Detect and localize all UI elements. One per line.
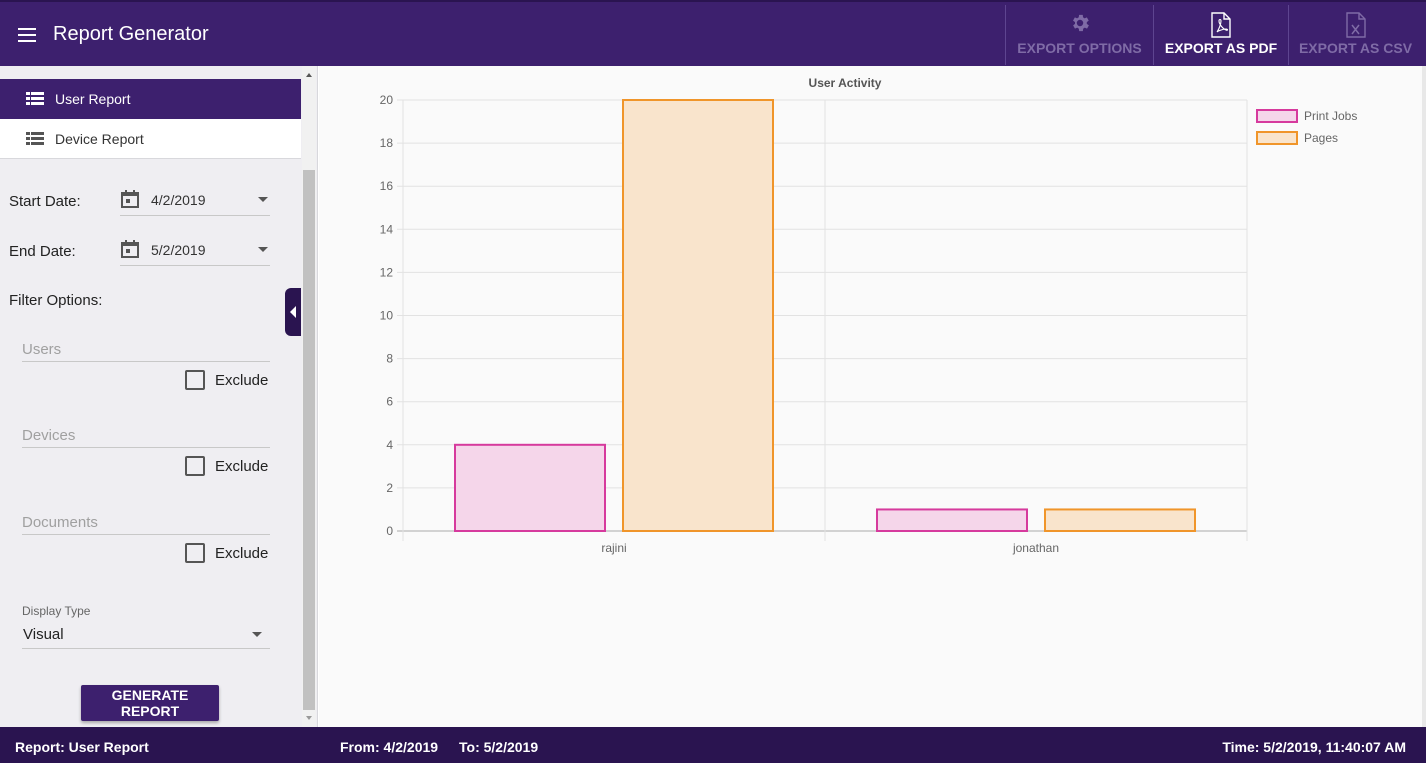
chart-title: User Activity (809, 76, 882, 90)
end-date-picker[interactable]: 5/2/2019 (120, 232, 270, 266)
bar-print-jobs (454, 443, 606, 532)
footer-time: Time: 5/2/2019, 11:40:07 AM (1222, 739, 1406, 755)
legend-swatch (1256, 131, 1298, 145)
checkbox-box[interactable] (185, 370, 205, 390)
chevron-down-icon (252, 632, 262, 637)
export-pdf-label: EXPORT AS PDF (1164, 40, 1278, 56)
y-tick-label: 14 (380, 222, 394, 236)
scrollbar-thumb[interactable] (303, 170, 315, 710)
export-csv-label: EXPORT AS CSV (1298, 40, 1413, 56)
chart-panel: User Activity 0 2 4 6 8 10 12 14 16 18 20 rajini jona… (319, 66, 1422, 727)
export-options-label: EXPORT OPTIONS (1017, 40, 1142, 56)
menu-icon[interactable] (12, 20, 42, 50)
excel-file-icon (1345, 12, 1367, 43)
exclude-label: Exclude (215, 372, 269, 389)
app-title: Report Generator (53, 23, 209, 45)
legend-swatch (1256, 109, 1298, 123)
display-type-select[interactable]: Visual (22, 620, 270, 649)
export-options-button[interactable]: EXPORT OPTIONS (1005, 5, 1153, 65)
scroll-down-arrow[interactable] (302, 711, 316, 725)
legend-label: Pages (1304, 131, 1338, 145)
exclude-label: Exclude (215, 458, 269, 475)
status-bar: Report: User Report From: 4/2/2019 To: 5… (0, 727, 1426, 763)
y-tick-label: 2 (386, 481, 393, 495)
user-activity-chart: User Activity 0 2 4 6 8 10 12 14 16 18 20 rajini jona… (380, 76, 1358, 555)
y-tick-label: 12 (380, 265, 394, 279)
y-tick-label: 10 (380, 309, 394, 323)
devices-filter-input[interactable] (22, 416, 270, 448)
chevron-down-icon (258, 197, 268, 202)
nav-label: User Report (55, 91, 131, 107)
x-tick-label: jonathan (1012, 541, 1059, 555)
start-date-label: Start Date: (9, 193, 81, 210)
y-tick-label: 16 (380, 179, 394, 193)
list-icon (26, 92, 44, 106)
display-type-value: Visual (23, 626, 64, 643)
bar-print-jobs (876, 508, 1028, 533)
users-exclude-checkbox[interactable]: Exclude (185, 370, 285, 392)
checkbox-box[interactable] (185, 456, 205, 476)
sidebar: User Report Device Report Start Date: 4/… (0, 66, 318, 727)
footer-to: To: 5/2/2019 (459, 739, 539, 755)
app-header: Report Generator EXPORT OPTIONS EXPORT A… (0, 0, 1426, 66)
filter-options-label: Filter Options: (9, 292, 103, 309)
start-date-value: 4/2/2019 (151, 192, 206, 208)
end-date-label: End Date: (9, 243, 76, 260)
chevron-down-icon (258, 247, 268, 252)
nav-item-user-report[interactable]: User Report (0, 79, 301, 119)
main-scrollbar[interactable] (1422, 66, 1426, 727)
export-pdf-button[interactable]: EXPORT AS PDF (1153, 5, 1288, 65)
scroll-up-arrow[interactable] (302, 68, 316, 82)
y-tick-label: 4 (386, 438, 393, 452)
list-icon (26, 132, 44, 146)
collapse-sidebar-button[interactable] (285, 288, 301, 336)
start-date-picker[interactable]: 4/2/2019 (120, 182, 270, 216)
documents-exclude-checkbox[interactable]: Exclude (185, 543, 285, 565)
calendar-icon (120, 239, 140, 264)
calendar-icon (120, 189, 140, 214)
chevron-left-icon (290, 306, 296, 318)
end-date-value: 5/2/2019 (151, 242, 206, 258)
devices-exclude-checkbox[interactable]: Exclude (185, 456, 285, 478)
gear-icon (1069, 12, 1091, 39)
pdf-file-icon (1210, 12, 1232, 43)
nav-item-device-report[interactable]: Device Report (0, 119, 301, 159)
checkbox-box[interactable] (185, 543, 205, 563)
users-filter-input[interactable] (22, 330, 270, 362)
generate-report-button[interactable]: GENERATE REPORT (81, 685, 219, 721)
legend-label: Print Jobs (1304, 109, 1357, 123)
footer-from: From: 4/2/2019 (340, 739, 439, 755)
export-csv-button[interactable]: EXPORT AS CSV (1288, 5, 1422, 65)
footer-report: Report: User Report (15, 739, 149, 755)
bar-pages (622, 99, 774, 532)
y-tick-label: 18 (380, 136, 394, 150)
documents-filter-input[interactable] (22, 503, 270, 535)
y-tick-label: 8 (386, 352, 393, 366)
exclude-label: Exclude (215, 545, 269, 562)
display-type-label: Display Type (22, 604, 91, 618)
nav-label: Device Report (55, 131, 144, 147)
y-tick-label: 6 (386, 395, 393, 409)
sidebar-scrollbar[interactable] (302, 66, 316, 727)
bar-pages (1044, 508, 1196, 533)
x-tick-label: rajini (601, 541, 626, 555)
y-tick-label: 0 (386, 524, 393, 538)
y-tick-label: 20 (380, 93, 394, 107)
